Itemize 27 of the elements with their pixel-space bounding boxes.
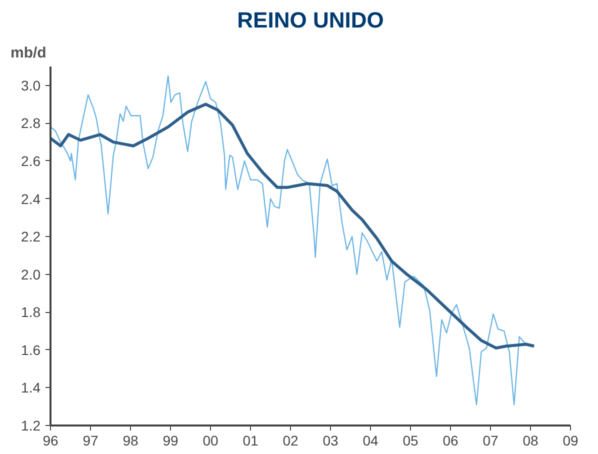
x-tick-label: 04 (362, 432, 378, 448)
x-tick-label: 01 (242, 432, 258, 448)
y-tick-label: 2.6 (21, 152, 41, 169)
x-tick-label: 98 (122, 432, 138, 448)
x-tick-label: 06 (442, 432, 458, 448)
y-tick-label: 1.6 (21, 342, 41, 358)
x-tick-label: 07 (482, 432, 498, 448)
x-tick-label: 08 (522, 432, 538, 448)
x-tick-label: 03 (322, 432, 338, 448)
x-tick-label: 02 (282, 432, 298, 448)
y-tick-label: 1.4 (21, 380, 41, 396)
y-tick-label: 1.8 (21, 304, 41, 320)
x-tick-label: 99 (162, 432, 178, 448)
x-tick-label: 96 (42, 432, 58, 448)
y-tick-label: 1.2 (21, 418, 41, 434)
y-tick-label: 2.2 (21, 228, 41, 245)
y-tick-label: 2.0 (21, 266, 41, 282)
x-tick-label: 00 (202, 432, 218, 448)
y-axis-title: mb/d (10, 44, 46, 62)
y-tick-label: 2.4 (21, 190, 41, 207)
y-tick-label: 2.8 (21, 115, 41, 132)
line-series (50, 102, 536, 350)
x-tick-label: 05 (402, 432, 418, 448)
x-tick-label: 09 (562, 432, 578, 448)
chart-title: REINO UNIDO (237, 8, 384, 32)
x-tick-label: 97 (82, 432, 98, 448)
y-tick-label: 3.0 (21, 77, 41, 94)
